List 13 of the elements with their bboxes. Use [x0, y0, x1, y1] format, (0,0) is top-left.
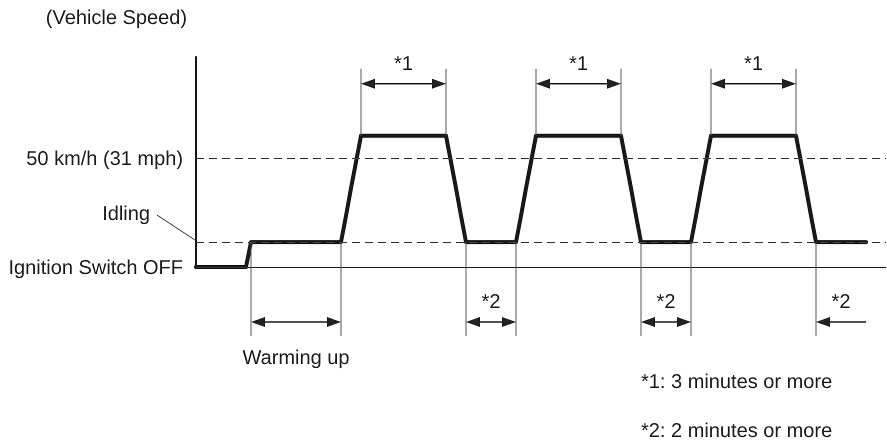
- ref-line-label: Ignition Switch OFF: [8, 257, 183, 279]
- text: *1: 3 minutes or more: [641, 371, 832, 393]
- legend-label: Idling: [102, 203, 150, 226]
- text: Warming up: [242, 347, 350, 369]
- ref-line-label: 50 km/h (31 mph): [26, 148, 183, 170]
- text: *1: [394, 52, 413, 75]
- text: *2: [656, 291, 676, 313]
- text: *1: [744, 52, 763, 75]
- text: (Vehicle Speed): [46, 7, 187, 29]
- text: *2: [832, 291, 850, 313]
- text: *2: [482, 291, 500, 313]
- text: *1: [569, 52, 588, 75]
- text: *2: 2 minutes or more: [641, 420, 832, 442]
